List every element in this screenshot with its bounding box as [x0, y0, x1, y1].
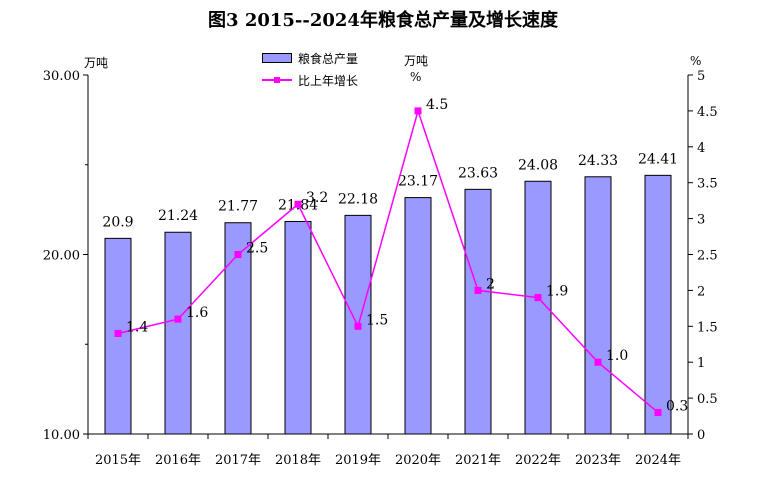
right-axis-tick-label: 1.5 [697, 320, 718, 335]
bar-data-label: 23.17 [398, 174, 438, 190]
bar [404, 197, 432, 435]
x-axis-tick-label: 2018年 [275, 453, 321, 468]
right-axis-tick-label: 4.5 [697, 105, 718, 120]
growth-data-label: 0.3 [666, 398, 688, 414]
growth-data-label: 1.9 [546, 284, 568, 300]
x-axis-tick-label: 2021年 [455, 453, 501, 468]
x-axis-tick-label: 2015年 [95, 453, 141, 468]
bar-data-label: 20.9 [102, 214, 133, 230]
growth-data-label: 1.6 [186, 305, 208, 321]
legend-line-label: 比上年增长 [298, 73, 359, 88]
right-axis-unit: % [690, 54, 702, 68]
growth-data-label: 1.4 [126, 319, 148, 335]
bar [464, 188, 492, 435]
bar-data-label: 21.77 [218, 199, 258, 215]
legend-item-line: 比上年增长 [262, 69, 358, 91]
left-axis-unit: 万吨 [84, 56, 109, 70]
bar-data-label: 21.24 [158, 208, 198, 224]
growth-data-label: 1.5 [366, 312, 388, 328]
right-axis-tick-label: 3 [697, 213, 705, 228]
legend-bar-label: 粮食总产量 [298, 51, 359, 66]
growth-point [534, 294, 542, 302]
left-axis-tick-label: 20.00 [43, 249, 80, 264]
growth-data-label: 3.2 [306, 190, 328, 206]
growth-point [414, 107, 422, 115]
bar-data-label: 24.08 [518, 157, 558, 173]
bar [584, 176, 612, 435]
bar-data-label: 24.33 [578, 153, 618, 169]
legend-line-swatch [262, 75, 292, 85]
right-axis-tick-label: 5 [697, 69, 705, 84]
x-axis-tick-label: 2019年 [335, 453, 381, 468]
left-axis-tick-label: 30.00 [43, 69, 80, 84]
growth-point [594, 358, 602, 366]
growth-point [474, 286, 482, 294]
annotation-unit-top: 万吨 [404, 54, 429, 68]
growth-line [117, 108, 659, 414]
x-axis-tick-label: 2022年 [515, 453, 561, 468]
right-axis-tick-label: 2 [697, 284, 705, 299]
chart-title: 图3 2015--2024年粮食总产量及增长速度 [208, 10, 558, 31]
bar-data-label: 24.41 [638, 151, 678, 167]
bar [644, 174, 672, 435]
growth-point [114, 329, 122, 337]
growth-point [174, 315, 182, 323]
growth-point [354, 322, 362, 330]
growth-data-label: 1.0 [606, 348, 628, 364]
left-axis-tick-label: 10.00 [43, 428, 80, 443]
right-axis-tick-label: 3.5 [697, 177, 718, 192]
growth-data-label: 2.5 [246, 241, 268, 257]
growth-data-label: 4.5 [426, 97, 448, 113]
growth-point [654, 408, 662, 416]
x-axis-tick-label: 2023年 [575, 453, 621, 468]
right-axis-tick-label: 4 [697, 141, 705, 156]
right-axis-tick-label: 0.5 [697, 392, 718, 407]
bar-data-label: 23.63 [458, 165, 498, 181]
right-axis-tick-label: 2.5 [697, 249, 718, 264]
legend-item-bar: 粮食总产量 [262, 47, 358, 69]
x-axis-tick-label: 2017年 [215, 453, 261, 468]
growth-point [234, 251, 242, 258]
bar [284, 220, 312, 435]
growth-data-label: 2 [486, 276, 495, 292]
legend: 粮食总产量 比上年增长 [262, 47, 358, 91]
bar-data-label: 22.18 [338, 191, 378, 207]
right-axis-tick-label: 1 [697, 356, 705, 371]
x-axis-tick-label: 2016年 [155, 453, 201, 468]
right-axis-tick-label: 0 [697, 428, 705, 443]
annotation-unit-bottom: % [410, 70, 422, 84]
x-axis-tick-label: 2024年 [635, 453, 681, 468]
legend-bar-swatch [262, 53, 292, 63]
growth-point [294, 200, 302, 208]
x-axis-tick-label: 2020年 [395, 453, 441, 468]
bar [164, 231, 192, 435]
